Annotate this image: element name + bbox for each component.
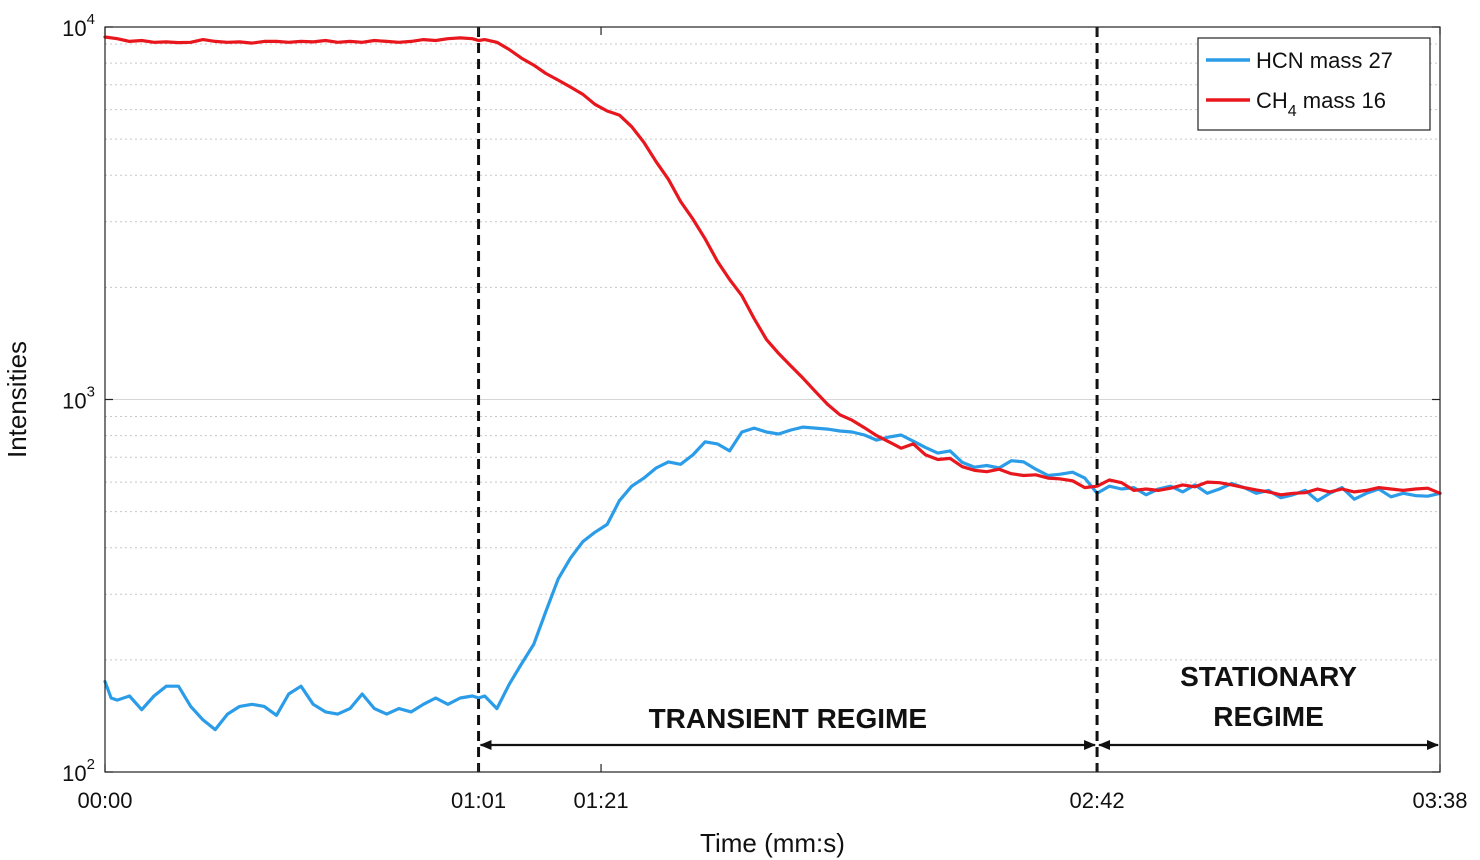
regime-label: STATIONARY (1180, 661, 1357, 692)
regime-label: REGIME (1213, 701, 1323, 732)
regime-boundaries (477, 27, 1099, 772)
x-tick-label: 02:42 (1070, 788, 1125, 813)
legend-label: CH4 mass 16 (1256, 88, 1386, 120)
y-tick-label: 104 (62, 11, 95, 41)
x-tick-label: 03:38 (1412, 788, 1467, 813)
series-line-hcn (103, 425, 1442, 732)
axis-ticks: 00:00 01:01 01:21 02:42 03:38 102 103 104 (62, 11, 1467, 813)
y-axis-title: Intensities (2, 341, 32, 458)
y-tick-label: 102 (62, 756, 95, 786)
y-tick-label: 103 (62, 384, 95, 414)
series-line-ch4 (103, 35, 1442, 497)
x-tick-label: 00:00 (77, 788, 132, 813)
x-axis-title: Time (mm:s) (700, 828, 845, 858)
legend-label: HCN mass 27 (1256, 48, 1393, 73)
legend: HCN mass 27 CH4 mass 16 (1197, 37, 1431, 131)
legend-box (1197, 37, 1431, 131)
x-tick-label: 01:21 (574, 788, 629, 813)
regime-label: TRANSIENT REGIME (649, 703, 927, 734)
series-layer (103, 35, 1442, 732)
x-tick-label: 01:01 (451, 788, 506, 813)
regime-annotations: TRANSIENT REGIME STATIONARY REGIME (479, 661, 1439, 750)
